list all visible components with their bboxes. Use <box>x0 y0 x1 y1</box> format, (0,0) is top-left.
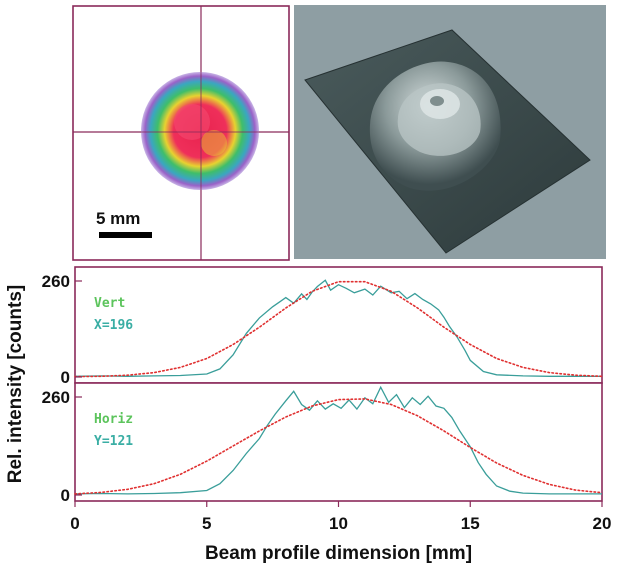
beam-spot-speckle <box>201 130 227 156</box>
series-line-horizontal-fit <box>74 398 603 495</box>
x-tick-label-4: 20 <box>593 514 612 533</box>
y-tick-label-horizontal-1: 0 <box>61 486 70 505</box>
beam-3d-surface-panel <box>294 5 606 259</box>
x-tick-label-2: 10 <box>329 514 348 533</box>
annotation-horizontal-1: Y=121 <box>94 434 133 449</box>
beam-2d-image-panel: 5 mm <box>72 5 290 261</box>
y-tick-label-horizontal-0: 260 <box>42 388 70 407</box>
x-tick-label-3: 15 <box>461 514 480 533</box>
series-line-horizontal-measured <box>74 385 602 495</box>
y-tick-label-vertical-1: 0 <box>61 368 70 387</box>
annotation-horizontal-0: Horiz <box>94 412 133 427</box>
x-tick-label-0: 0 <box>70 514 79 533</box>
annotation-vertical-0: Vert <box>94 296 125 311</box>
annotation-vertical-1: X=196 <box>94 318 133 333</box>
mound-peak-center <box>430 96 444 106</box>
y-tick-label-vertical-0: 260 <box>42 272 70 291</box>
x-axis-title: Beam profile dimension [mm] <box>205 543 472 564</box>
mound-inner-ring <box>397 83 481 156</box>
scale-bar-label: 5 mm <box>96 209 140 228</box>
scale-bar <box>99 232 152 238</box>
series-line-vertical-measured <box>74 279 602 377</box>
y-axis-title: Rel. intensity [counts] <box>5 285 26 483</box>
series-line-vertical-fit <box>74 280 603 378</box>
x-tick-label-1: 5 <box>202 514 211 533</box>
